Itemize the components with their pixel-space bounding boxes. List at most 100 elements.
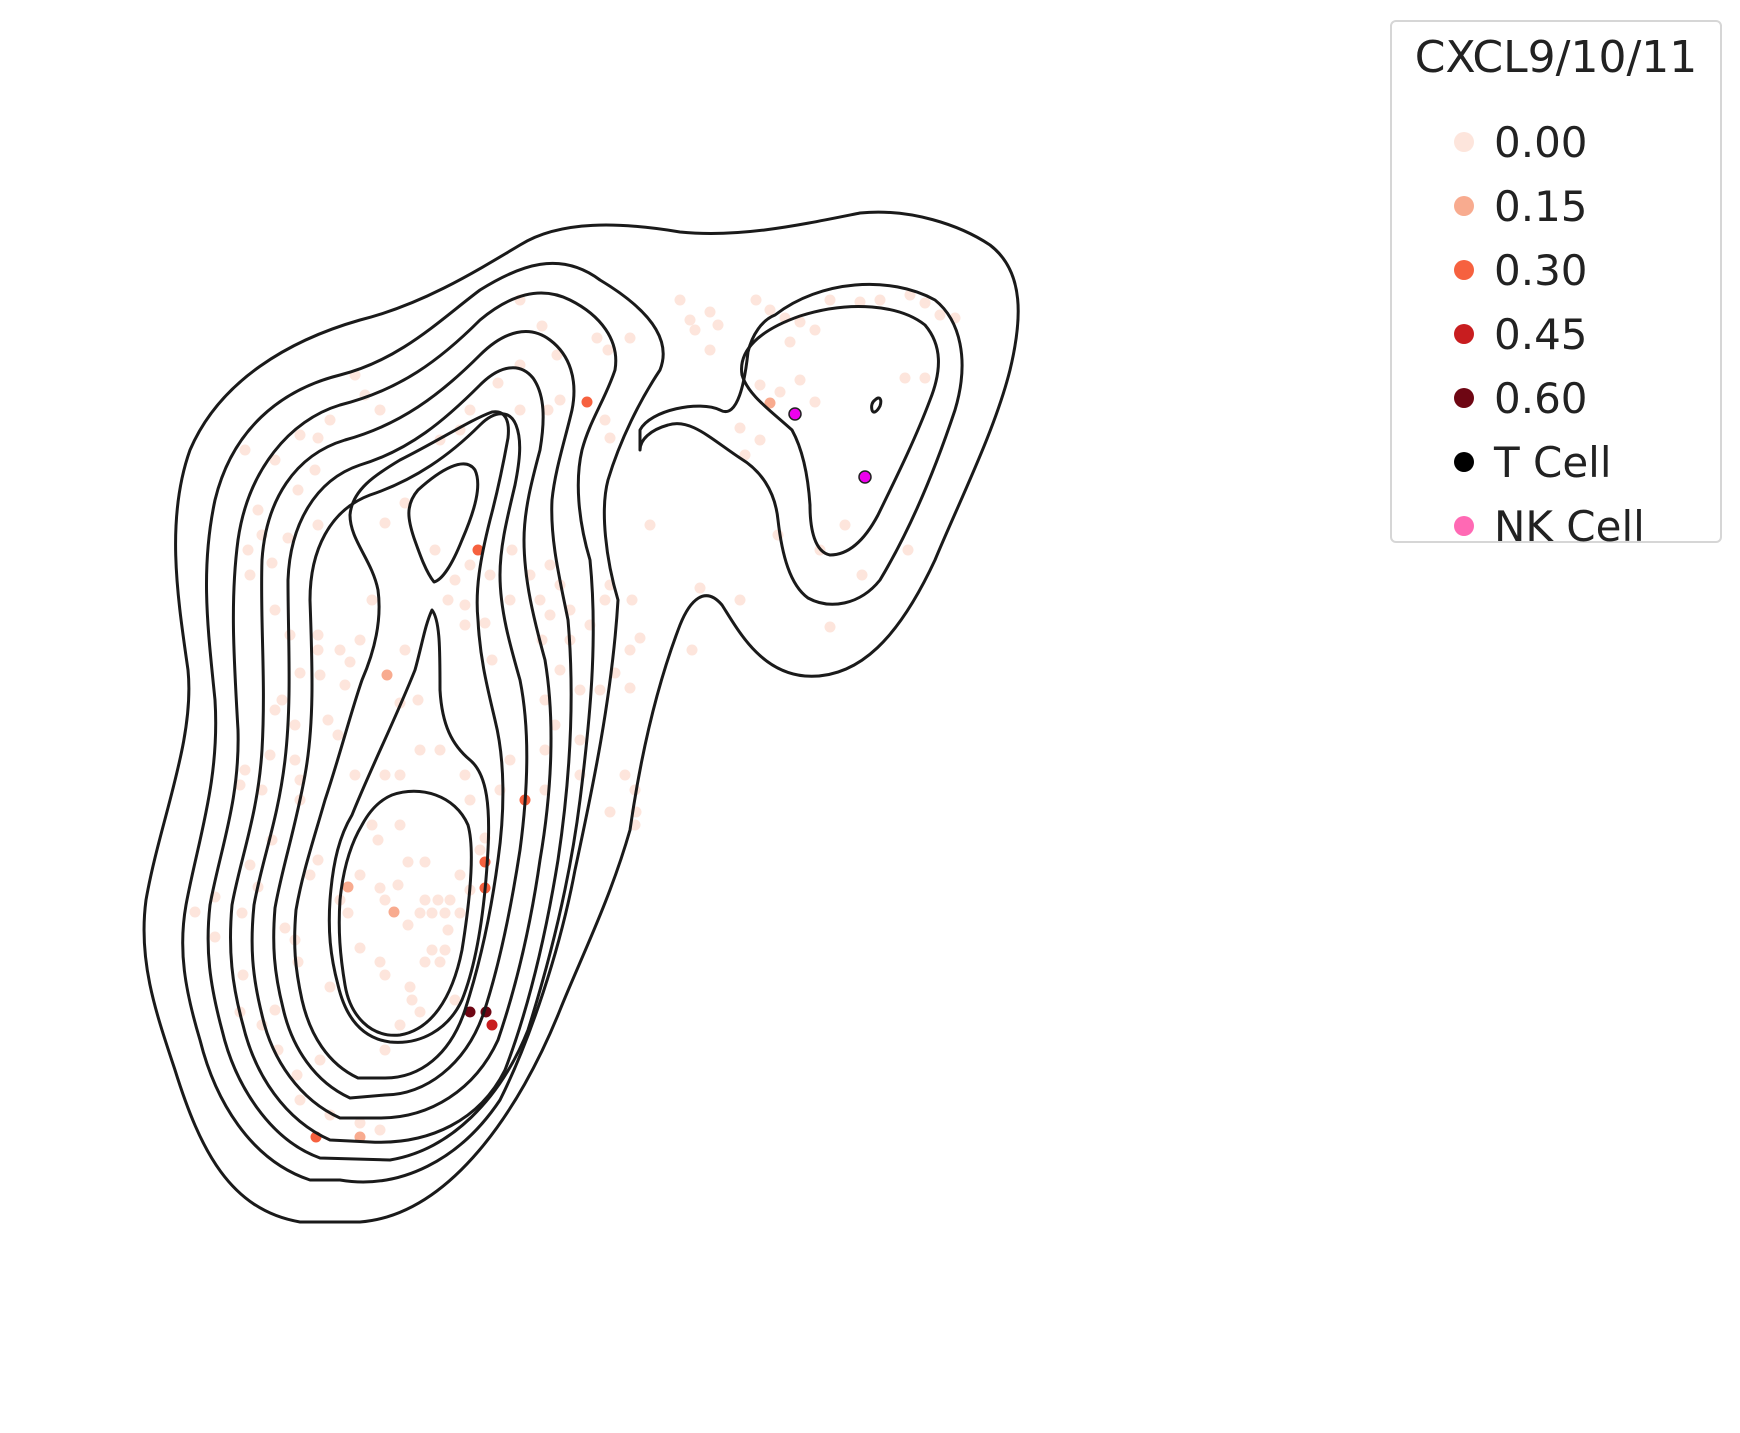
scatter-point xyxy=(684,314,696,326)
scatter-point xyxy=(581,396,593,408)
legend-label: 0.00 xyxy=(1494,117,1588,167)
scatter-point xyxy=(624,682,636,694)
scatter-point xyxy=(694,582,706,594)
nk-cell-points xyxy=(788,407,872,484)
contour-level-6 xyxy=(272,412,529,1100)
scatter-point xyxy=(486,1019,498,1031)
scatter-point xyxy=(486,654,498,666)
scatter-point xyxy=(439,944,451,956)
scatter-point xyxy=(372,834,384,846)
scatter-point xyxy=(236,907,248,919)
scatter-point xyxy=(381,669,393,681)
expression-points xyxy=(189,289,961,1143)
scatter-point xyxy=(242,544,254,556)
scatter-point xyxy=(432,894,444,906)
scatter-point xyxy=(239,444,251,456)
scatter-point xyxy=(266,557,278,569)
scatter-point xyxy=(406,994,418,1006)
scatter-point xyxy=(551,349,563,361)
scatter-point xyxy=(712,319,724,331)
contour-level-5 xyxy=(250,366,553,1120)
scatter-point xyxy=(444,894,456,906)
scatter-point xyxy=(574,684,586,696)
scatter-point xyxy=(626,594,638,606)
scatter-point xyxy=(294,1094,306,1106)
contour-level-9 xyxy=(337,396,883,1037)
scatter-point xyxy=(366,819,378,831)
scatter-point xyxy=(189,906,201,918)
scatter-point xyxy=(394,819,406,831)
scatter-point xyxy=(252,504,264,516)
scatter-point xyxy=(276,694,288,706)
scatter-point xyxy=(464,1006,476,1018)
scatter-point xyxy=(449,574,461,586)
scatter-point xyxy=(624,332,636,344)
scatter-point xyxy=(269,1004,281,1016)
scatter-point xyxy=(394,769,406,781)
scatter-point xyxy=(704,344,716,356)
legend-item: 0.45 xyxy=(1454,306,1588,362)
scatter-point xyxy=(809,396,821,408)
scatter-point xyxy=(332,729,344,741)
scatter-point xyxy=(324,414,336,426)
scatter-point xyxy=(544,609,556,621)
scatter-point xyxy=(279,922,291,934)
scatter-point xyxy=(314,1054,326,1066)
legend-item: 0.60 xyxy=(1454,370,1588,426)
scatter-point xyxy=(534,594,546,606)
contour-level-7 xyxy=(293,410,510,1080)
scatter-point xyxy=(689,324,701,336)
scatter-point xyxy=(404,981,416,993)
scatter-point xyxy=(599,594,611,606)
density-contours xyxy=(142,210,1020,1224)
scatter-point xyxy=(264,749,276,761)
scatter-point xyxy=(784,336,796,348)
scatter-point xyxy=(504,754,516,766)
scatter-point xyxy=(754,379,766,391)
scatter-point xyxy=(794,374,806,386)
scatter-point xyxy=(919,297,931,309)
scatter-point xyxy=(366,594,378,606)
scatter-point xyxy=(334,644,346,656)
scatter-point xyxy=(454,907,466,919)
scatter-point xyxy=(809,324,821,336)
scatter-point xyxy=(686,644,698,656)
scatter-point xyxy=(506,544,518,556)
scatter-point xyxy=(402,919,414,931)
scatter-point xyxy=(429,544,441,556)
scatter-point xyxy=(591,332,603,344)
scatter-point xyxy=(794,316,806,328)
scatter-point xyxy=(419,856,431,868)
scatter-point xyxy=(399,644,411,656)
scatter-point xyxy=(339,679,351,691)
scatter-point xyxy=(342,907,354,919)
scatter-point xyxy=(544,559,556,571)
scatter-point xyxy=(312,644,324,656)
scatter-point xyxy=(442,594,454,606)
scatter-point xyxy=(349,769,361,781)
contour-level-1 xyxy=(142,210,1020,1224)
scatter-point xyxy=(599,414,611,426)
scatter-point xyxy=(449,994,461,1006)
scatter-point xyxy=(309,464,321,476)
legend-label: 0.15 xyxy=(1494,181,1588,231)
scatter-point xyxy=(764,397,776,409)
scatter-point xyxy=(324,981,336,993)
scatter-point xyxy=(412,694,424,706)
scatter-point xyxy=(234,779,246,791)
scatter-point xyxy=(839,519,851,531)
scatter-point xyxy=(291,1069,303,1081)
scatter-point xyxy=(904,289,916,301)
scatter-point xyxy=(354,1117,366,1129)
legend-label: 0.30 xyxy=(1494,245,1588,295)
scatter-point xyxy=(472,544,484,556)
scatter-point xyxy=(856,569,868,581)
legend-label: NK Cell xyxy=(1494,501,1645,551)
scatter-point xyxy=(479,617,491,629)
scatter-point xyxy=(269,604,281,616)
scatter-point xyxy=(414,1006,426,1018)
scatter-point xyxy=(269,704,281,716)
scatter-point xyxy=(474,844,486,856)
scatter-point xyxy=(354,1131,366,1143)
legend-marker xyxy=(1454,132,1474,152)
